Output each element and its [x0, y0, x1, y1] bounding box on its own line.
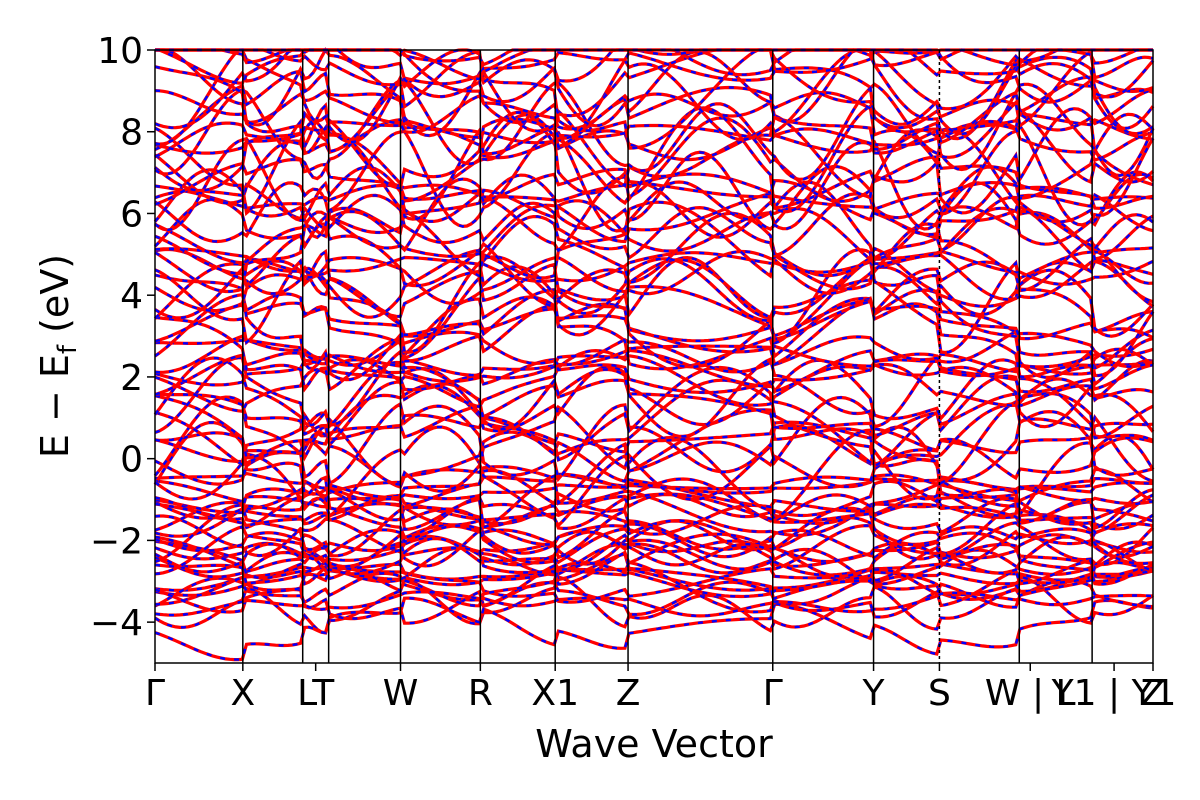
x-tick-label: Z	[1141, 673, 1166, 714]
x-tick-label: LT	[297, 673, 335, 714]
band-lines	[153, 47, 1155, 662]
band-line-spin-up	[154, 404, 1154, 502]
x-axis-label: Wave Vector	[535, 722, 773, 766]
x-tick-label: Z	[616, 673, 641, 714]
band-line-spin-down	[154, 247, 1154, 286]
y-axis-label: E − Ef (eV)	[33, 254, 83, 458]
band-line-spin-down	[154, 212, 1154, 292]
band-line-spin-down	[154, 492, 1154, 527]
x-tick-label: Y	[862, 673, 886, 714]
x-tick-label: Γ	[145, 673, 165, 714]
band-line-spin-down	[154, 530, 1154, 578]
band-line-spin-down	[154, 192, 1154, 261]
band-line-spin-down	[154, 248, 1154, 354]
band-line-spin-down	[154, 347, 1154, 413]
x-tick-label: R	[468, 673, 493, 714]
band-line-spin-down	[154, 590, 1154, 618]
band-line-spin-down	[154, 259, 1154, 341]
band-line-spin-down	[154, 596, 1154, 661]
y-axis-ticks: −4 −2 0 2 4 6 8 10	[90, 31, 155, 644]
band-line-spin-down	[154, 123, 1155, 239]
band-line-spin-down	[154, 408, 1154, 531]
y-tick-label: −4	[90, 603, 143, 644]
band-line-spin-down	[154, 257, 1154, 381]
y-tick-label: −2	[90, 521, 143, 562]
band-line-spin-down	[154, 295, 1154, 392]
plot-frame	[154, 49, 1154, 664]
y-tick-label: 2	[120, 358, 143, 399]
band-line-spin-up	[154, 329, 1154, 374]
band-line-spin-down	[154, 572, 1154, 616]
y-axis-label-main: E − E	[33, 354, 77, 458]
band-line-spin-down	[155, 47, 1154, 137]
band-line-spin-down	[154, 431, 1154, 489]
band-line-spin-down	[154, 540, 1154, 586]
band-line-spin-down	[155, 48, 1154, 93]
band-line-spin-up	[154, 112, 1154, 155]
y-tick-label: 4	[120, 276, 143, 317]
y-tick-label: 0	[120, 440, 143, 481]
band-line-spin-down	[154, 532, 1154, 586]
band-line-spin-down	[154, 494, 1154, 536]
x-tick-label: W	[383, 673, 419, 714]
band-line-spin-up	[154, 519, 1154, 558]
band-line-spin-down	[154, 395, 1154, 485]
band-line-spin-up	[154, 88, 1154, 134]
band-line-spin-down	[154, 255, 1154, 320]
x-tick-label: Γ	[763, 673, 783, 714]
band-line-spin-down	[154, 568, 1154, 598]
band-line-spin-up	[154, 48, 1154, 159]
band-line-spin-down	[155, 48, 1154, 104]
y-axis-label-sub: f	[53, 344, 83, 354]
x-axis-ticks: Γ X LT W R X1 Z Γ Y S W | LY1 | Y1Z	[145, 663, 1177, 714]
band-line-spin-up	[154, 117, 1154, 163]
band-line-spin-down	[154, 172, 1154, 211]
band-line-spin-down	[154, 560, 1154, 614]
band-line-spin-down	[155, 48, 1153, 67]
y-axis-label-unit: (eV)	[33, 254, 77, 345]
band-line-spin-down	[153, 421, 1155, 528]
x-tick-label: X	[230, 673, 255, 714]
y-tick-label: 6	[120, 194, 143, 235]
band-line-spin-down	[154, 102, 1154, 221]
band-line-spin-down	[154, 366, 1154, 469]
x-tick-label: X1	[531, 673, 579, 714]
band-line-spin-down	[154, 155, 1154, 210]
x-tick-label: W | L	[985, 673, 1076, 714]
svg-text:E − Ef (eV): E − Ef (eV)	[33, 254, 83, 458]
band-line-spin-down	[154, 299, 1154, 343]
band-line-spin-down	[154, 349, 1154, 438]
band-line-spin-down	[154, 170, 1154, 260]
band-line-spin-down	[154, 242, 1154, 322]
y-tick-label: 8	[120, 113, 143, 154]
band-line-spin-down	[154, 179, 1154, 243]
x-tick-label: Y1 | Y1	[1051, 673, 1177, 714]
band-line-spin-down	[154, 78, 1155, 181]
band-line-spin-down	[154, 413, 1154, 463]
band-line-spin-down	[154, 111, 1154, 211]
band-line-spin-down	[154, 248, 1154, 305]
band-line-spin-down	[154, 288, 1154, 370]
band-line-spin-down	[154, 330, 1154, 374]
band-line-spin-down	[154, 472, 1154, 505]
band-line-spin-down	[154, 519, 1154, 573]
x-tick-label: S	[928, 673, 951, 714]
band-line-spin-down	[154, 524, 1154, 576]
y-tick-label: 10	[97, 31, 143, 72]
band-line-spin-down	[154, 377, 1154, 467]
kpoint-dividers	[242, 50, 1093, 663]
